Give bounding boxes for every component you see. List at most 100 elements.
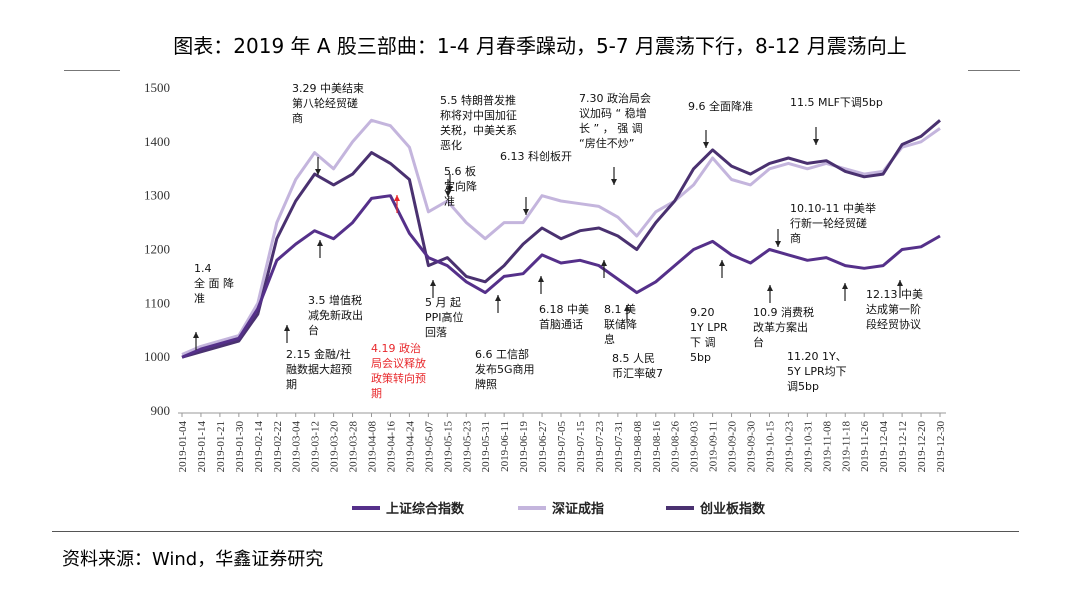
annotation-text: 政策转向预 (371, 371, 426, 385)
x-tick-label: 2019-07-23 (594, 421, 606, 473)
bottom-rule (52, 531, 1019, 532)
annotation-text: 6.18 中美 (539, 303, 589, 316)
annotation-text: 议加码 “ 稳增 (579, 106, 647, 120)
annotation-text: 10.10-11 中美举 (790, 201, 876, 215)
annotation-text: 9.20 (690, 306, 715, 319)
x-tick-label: 2019-07-15 (575, 421, 587, 473)
y-tick-label: 1400 (144, 134, 170, 149)
x-tick-label: 2019-01-14 (196, 421, 208, 473)
annotation-text: 改革方案出 (753, 320, 808, 334)
x-tick-label: 2019-04-24 (404, 421, 416, 473)
annotation-text: 行新一轮经贸磋 (790, 216, 867, 230)
chart-title: 图表：2019 年 A 股三部曲：1-4 月春季躁动，5-7 月震荡下行，8-1… (173, 34, 907, 58)
annotation-text: 3.29 中美结束 (292, 82, 364, 95)
annotation-arrowhead (495, 295, 501, 301)
annotation-text: 段经贸协议 (866, 317, 921, 331)
annotation-text: 融数据大超预 (286, 362, 352, 376)
annotation-arrowhead (703, 142, 709, 148)
x-tick-label: 2019-05-23 (461, 421, 473, 473)
annotation-arrowhead (430, 280, 436, 286)
annotation-arrowhead (445, 191, 451, 197)
annotation-text: 1Y LPR (690, 321, 728, 334)
x-tick-label: 2019-05-15 (442, 421, 454, 473)
series-line-2 (181, 119, 941, 359)
annotation-text: 全 面 降 (194, 276, 234, 290)
x-tick-label: 2019-09-11 (708, 421, 720, 472)
annotation-text: 台 (753, 335, 764, 349)
annotation-arrowhead (897, 280, 903, 286)
x-tick-label: 2019-05-07 (423, 421, 435, 473)
x-tick-label: 2019-03-12 (310, 421, 322, 472)
x-tick-label: 2019-12-04 (878, 421, 890, 473)
x-tick-label: 2019-01-30 (234, 421, 246, 473)
annotation-text: 定向降 (444, 179, 477, 193)
annotation-text: 称将对中国加征 (440, 108, 517, 122)
annotation-text: 首脑通话 (539, 317, 583, 331)
annotation-text: 期 (371, 387, 382, 400)
x-tick-label: 2019-08-08 (632, 421, 644, 473)
y-tick-label: 1200 (144, 242, 170, 257)
annotation-text: 下 调 (690, 336, 716, 349)
x-tick-label: 2019-09-20 (727, 421, 739, 473)
x-tick-label: 2019-02-22 (272, 421, 284, 472)
title-rule-left (64, 70, 120, 71)
annotation-arrowhead (394, 195, 400, 201)
annotation-text: 4.19 政治 (371, 341, 421, 355)
x-tick-label: 2019-04-08 (367, 421, 379, 473)
annotation-arrowhead (538, 276, 544, 282)
annotation-text: PPI高位 (425, 310, 464, 324)
x-tick-label: 2019-07-05 (556, 421, 568, 473)
annotation-text: 6.6 工信部 (475, 347, 529, 361)
x-tick-label: 2019-01-21 (215, 421, 227, 472)
annotation-text: 联储降 (604, 317, 637, 331)
annotation-text: 币汇率破7 (612, 366, 663, 380)
annotation-text: 11.5 MLF下调5bp (790, 96, 883, 109)
x-tick-label: 2019-09-30 (746, 421, 758, 473)
annotation-text: 期 (286, 378, 297, 391)
x-tick-label: 2019-07-31 (613, 421, 625, 472)
x-tick-label: 2019-12-30 (935, 421, 947, 473)
x-tick-label: 2019-11-26 (859, 421, 871, 472)
title-rule-right (968, 70, 1020, 71)
annotation-text: 8.5 人民 (612, 352, 655, 365)
annotation-text: 调5bp (787, 380, 819, 393)
annotation-text: 10.9 消费税 (753, 305, 814, 319)
annotation-text: 长 ” ， 强 调 (579, 122, 643, 135)
y-tick-label: 1100 (144, 295, 170, 310)
annotation-text: 恶化 (440, 138, 462, 152)
annotation-text: 准 (194, 292, 205, 305)
annotation-arrowhead (611, 179, 617, 185)
series-line-1 (181, 118, 941, 356)
x-tick-label: 2019-12-20 (916, 421, 928, 473)
annotation-text: 5 月 起 (425, 296, 461, 309)
annotation-text: 3.5 增值税 (308, 293, 362, 307)
annotation-text: 发布5G商用 (475, 362, 535, 376)
annotation-text: 准 (444, 195, 455, 208)
annotation-text: 牌照 (475, 377, 497, 391)
x-tick-label: 2019-04-16 (385, 421, 397, 473)
annotation-arrowhead (767, 285, 773, 291)
legend-label: 深证成指 (552, 501, 604, 517)
annotation-arrowhead (719, 260, 725, 266)
annotation-4: 6.13 科创板开 (500, 149, 572, 215)
annotation-text: 1.4 (194, 262, 212, 275)
annotation-text: 11.20 1Y、 (787, 350, 847, 363)
annotation-text: 5Y LPR均下 (787, 365, 847, 378)
annotation-text: 2.15 金融/社 (286, 347, 351, 361)
legend-label: 创业板指数 (699, 501, 766, 517)
x-tick-label: 2019-03-04 (291, 421, 303, 473)
x-tick-label: 2019-11-08 (821, 421, 833, 472)
annotation-arrowhead (317, 240, 323, 246)
annotation-6: 9.6 全面降准 (688, 99, 753, 148)
annotation-text: 回落 (425, 326, 447, 339)
annotation-text: 7.30 政治局会 (579, 91, 651, 105)
